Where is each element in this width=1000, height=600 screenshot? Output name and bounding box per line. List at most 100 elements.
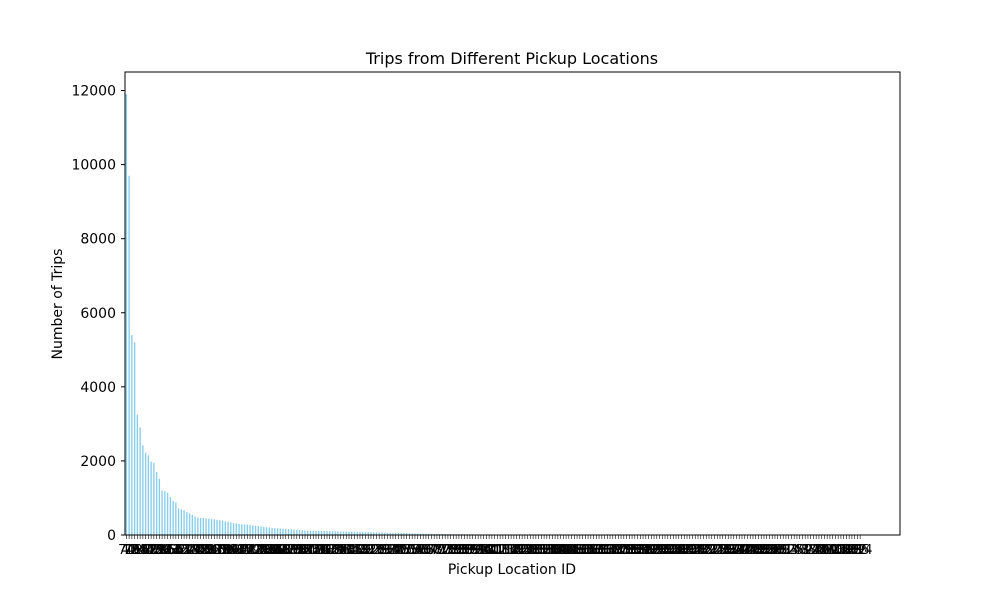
x-tick-label: 38 [387,543,404,558]
x-tick-label: 52 [239,543,256,558]
x-tick-label: 82 [140,543,157,558]
bar-82 [147,455,150,535]
bar-40 [238,523,240,535]
x-tick-label: 236 [150,543,175,558]
x-tick-label: 62 [272,543,289,558]
bar-194 [232,523,235,535]
x-tick-label: 21 [360,543,377,558]
bar-159 [285,528,287,535]
x-tick-label: 192 [636,543,661,558]
x-tick-label: 176 [609,543,634,558]
bar-45 [400,533,402,535]
bar-39 [397,533,400,535]
x-tick-label: 107 [290,543,315,558]
x-tick-label: 137 [540,543,565,558]
bar-57 [416,533,419,535]
x-tick-label: 238 [183,543,208,558]
x-tick-label: 228 [708,543,733,558]
bar-35 [392,532,394,535]
x-tick-label: 118 [837,543,862,558]
bar-28 [378,532,380,535]
bar-244 [142,445,144,535]
bar-239 [252,525,254,535]
x-tick-label: 258 [763,543,788,558]
bar-18 [359,531,361,535]
x-tick-label: 240 [724,543,749,558]
bar-24 [172,500,174,535]
x-tick-label: 232 [716,543,741,558]
x-tick-label: 197 [644,543,669,558]
bar-168 [287,529,290,535]
bar-68 [433,533,435,535]
x-tick-label: 135 [534,543,559,558]
bar-58 [419,533,422,535]
bar-147 [307,530,309,535]
x-tick-label: 110 [831,543,856,558]
x-tick-label: 249 [741,543,766,558]
x-tick-label: 29 [374,543,391,558]
x-tick-label: 218 [688,543,713,558]
x-tick-label: 124 [510,543,535,558]
x-tick-label: 214 [677,543,702,558]
bar-151 [326,531,328,535]
x-tick-label: 7 [147,543,155,558]
bar-162 [265,527,268,535]
x-tick-label: 199 [839,543,864,558]
x-tick-label: 196 [642,543,667,558]
bar-235 [271,527,273,535]
x-tick-label: 59 [816,543,833,558]
x-tick-label: 63 [418,543,435,558]
x-tick-label: 125 [512,543,537,558]
x-tick-label: 95 [132,543,149,558]
bar-238 [194,516,196,535]
x-tick-label: 215 [680,543,705,558]
x-tick-label: 207 [666,543,691,558]
x-tick-label: 112 [216,543,241,558]
x-tick-label: 259 [765,543,790,558]
bar-208 [342,531,345,535]
x-tick-label: 23 [365,543,382,558]
x-tick-label: 257 [760,543,785,558]
x-tick-label: 239 [240,543,265,558]
bar-80 [224,521,226,535]
bar-186 [337,531,339,535]
bar-142 [249,524,251,535]
bar-220 [315,530,317,535]
x-tick-label: 148 [559,543,584,558]
bar-60 [422,533,424,535]
x-tick-label: 2 [787,543,795,558]
bar-260 [169,497,172,535]
x-tick-label: 51 [401,543,418,558]
x-tick-label: 177 [611,543,636,558]
x-tick-label: 139 [543,543,568,558]
x-tick-label: 223 [205,543,230,558]
x-tick-label: 113 [490,543,515,558]
x-tick-label: 195 [639,543,664,558]
bar-47 [403,533,405,535]
x-tick-label: 133 [529,543,554,558]
x-tick-label: 114 [493,543,518,558]
bar-42 [133,342,136,535]
bar-33 [221,520,224,535]
bar-16 [356,531,358,535]
x-tick-label: 172 [603,543,628,558]
y-tick-label: 2000 [80,454,116,470]
x-tick-label: 151 [315,543,340,558]
x-tick-label: 85 [453,543,470,558]
x-tick-label: 30 [808,543,825,558]
x-tick-label: 231 [713,543,738,558]
bar-255 [208,518,210,535]
x-tick-label: 134 [532,543,557,558]
x-tick-label: 152 [147,543,172,558]
x-tick-label: 164 [592,543,617,558]
x-tick-label: 73 [437,543,454,558]
x-tick-label: 33 [214,543,231,558]
x-tick-label: 6 [798,543,806,558]
x-tick-label: 187 [628,543,653,558]
bar-10 [345,531,347,535]
x-tick-label: 100 [477,543,502,558]
bar-63 [425,533,427,535]
bar-185 [334,531,336,535]
